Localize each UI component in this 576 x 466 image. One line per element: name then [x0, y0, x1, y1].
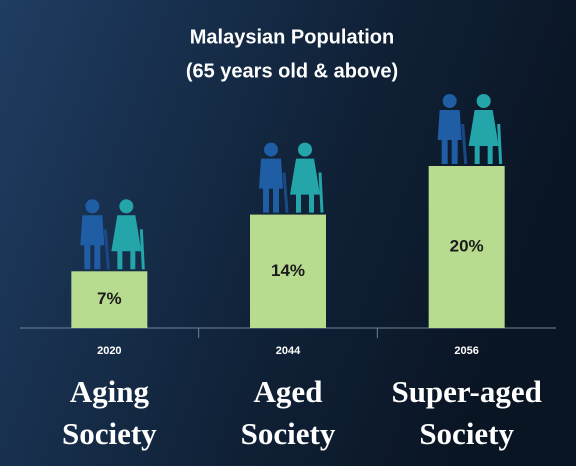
elderly-man-icon: [80, 199, 110, 270]
elderly-man-icon: [259, 142, 289, 213]
x-tick-label: 2020: [97, 345, 121, 357]
cane: [497, 123, 503, 165]
head: [264, 142, 278, 157]
chart-subtitle: (65 years old & above): [186, 60, 398, 82]
annotation: Society: [62, 416, 157, 451]
cane: [103, 229, 110, 270]
annotation: Society: [419, 416, 514, 451]
value-label: 7%: [97, 289, 122, 308]
body: [290, 158, 320, 213]
cane: [139, 229, 145, 270]
annotation: Super-aged: [391, 374, 541, 409]
head: [298, 142, 312, 157]
bar: [250, 214, 326, 328]
annotation: Society: [241, 416, 336, 451]
value-label: 20%: [450, 236, 484, 255]
x-tick-label: 2044: [276, 345, 301, 357]
head: [442, 94, 457, 108]
bar: [71, 271, 148, 328]
head: [119, 199, 134, 214]
annotation: Aging: [70, 374, 150, 409]
elderly-woman-icon: [468, 94, 503, 165]
body: [80, 215, 105, 270]
annotation: Aged: [254, 374, 323, 409]
body: [259, 158, 283, 213]
bar: [428, 166, 505, 328]
body: [468, 110, 499, 164]
cane: [282, 172, 289, 213]
body: [437, 110, 462, 164]
elderly-man-icon: [437, 94, 468, 165]
elderly-woman-icon: [111, 199, 145, 270]
head: [476, 94, 491, 108]
body: [111, 215, 142, 270]
elderly-woman-icon: [290, 142, 324, 213]
cane: [461, 123, 468, 165]
x-tick-label: 2056: [454, 345, 478, 357]
value-label: 14%: [271, 261, 305, 280]
chart-title: Malaysian Population: [190, 26, 394, 48]
cane: [318, 172, 324, 213]
head: [85, 199, 100, 214]
